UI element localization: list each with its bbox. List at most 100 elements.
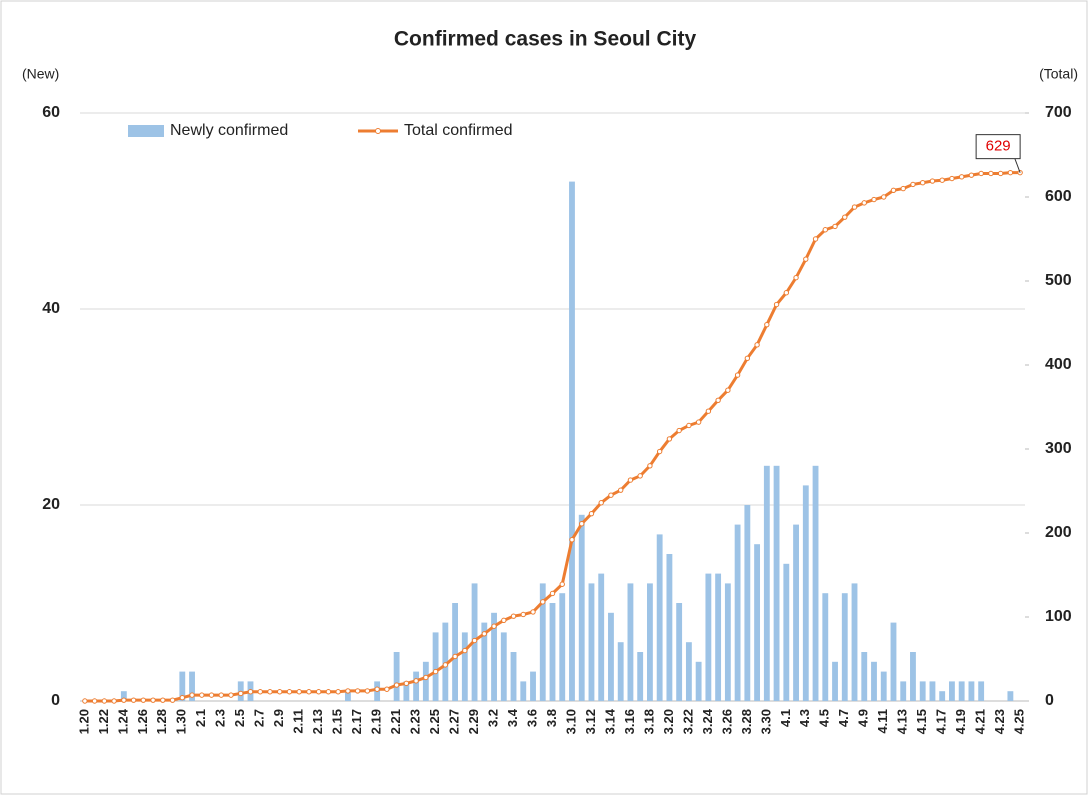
bar — [812, 465, 819, 701]
bar — [481, 622, 488, 701]
line-marker — [413, 678, 419, 684]
line-marker — [871, 196, 877, 203]
bar — [968, 681, 975, 701]
x-tick-label: 3.4 — [505, 708, 520, 727]
line-marker — [530, 609, 536, 615]
line-marker — [111, 698, 117, 704]
x-tick-label: 1.30 — [174, 709, 189, 734]
chart-title: Confirmed cases in Seoul City — [394, 28, 697, 51]
line-marker — [384, 686, 390, 692]
legend-marker — [375, 128, 381, 134]
bar — [608, 612, 614, 701]
x-tick-label: 3.12 — [583, 709, 598, 734]
bar — [871, 661, 877, 701]
bar — [773, 465, 780, 701]
x-tick-label: 4.21 — [973, 709, 988, 734]
line-marker — [910, 181, 916, 188]
y2-tick-label: 500 — [1045, 272, 1072, 289]
line-marker — [832, 223, 838, 230]
line-marker — [491, 623, 497, 629]
line-marker — [82, 698, 88, 704]
x-tick-label: 1.24 — [115, 708, 130, 734]
line-marker — [130, 697, 137, 703]
x-tick-label: 4.25 — [1012, 709, 1027, 734]
x-tick-label: 4.19 — [953, 709, 968, 734]
line-marker — [208, 692, 215, 698]
line-marker — [452, 653, 458, 660]
x-tick-label: 2.9 — [271, 709, 286, 727]
line-marker — [423, 674, 429, 681]
bar — [617, 642, 624, 701]
line-marker — [861, 200, 867, 206]
bar — [422, 661, 429, 701]
bar — [715, 573, 722, 701]
line-marker — [393, 682, 400, 688]
line-marker — [277, 689, 283, 695]
bar — [598, 573, 605, 701]
line-marker — [189, 692, 195, 698]
line-marker — [725, 387, 731, 393]
line-marker — [354, 688, 361, 694]
line-marker — [783, 290, 790, 296]
line-marker — [949, 175, 955, 182]
line-marker — [559, 581, 565, 587]
y-tick-label: 20 — [42, 496, 60, 513]
line-marker — [822, 227, 828, 233]
bar — [929, 681, 936, 701]
x-tick-label: 2.17 — [349, 709, 364, 734]
line-marker — [540, 599, 546, 605]
x-tick-label: 2.1 — [193, 709, 208, 727]
line-marker — [199, 692, 205, 698]
bar — [569, 181, 575, 702]
y-axis-label: (New) — [22, 66, 59, 82]
line-marker — [569, 537, 575, 543]
bar — [822, 593, 829, 701]
line-marker — [968, 172, 975, 178]
bar — [724, 583, 731, 701]
line-marker — [588, 510, 595, 517]
x-tick-label: 2.11 — [291, 709, 306, 734]
line-marker — [374, 686, 380, 692]
y2-tick-label: 400 — [1045, 356, 1072, 373]
line-marker — [325, 689, 332, 695]
line-marker — [315, 689, 322, 695]
line-marker — [997, 170, 1004, 177]
x-tick-label: 4.7 — [836, 709, 851, 727]
x-tick-label: 2.23 — [408, 709, 423, 734]
line-marker — [929, 178, 936, 184]
x-tick-label: 4.13 — [895, 709, 910, 734]
y2-tick-label: 700 — [1045, 104, 1072, 121]
bar — [637, 652, 644, 701]
line-marker — [1007, 169, 1014, 176]
x-tick-label: 3.10 — [563, 709, 578, 734]
bar — [588, 583, 595, 701]
line-marker — [715, 397, 721, 403]
line-marker — [939, 177, 945, 183]
line-marker — [851, 204, 858, 210]
bar — [890, 622, 897, 701]
bar — [851, 583, 858, 701]
line-marker — [481, 631, 488, 637]
line-marker — [666, 436, 673, 442]
line-marker — [169, 697, 176, 703]
y2-axis-label: (Total) — [1039, 66, 1078, 82]
y2-tick-label: 600 — [1045, 188, 1072, 205]
line-marker — [179, 694, 185, 701]
bar — [744, 505, 751, 701]
line-marker — [462, 647, 468, 654]
bar — [978, 681, 985, 701]
x-tick-label: 3.20 — [661, 709, 676, 734]
x-tick-label: 3.16 — [622, 709, 637, 734]
line-marker — [247, 689, 254, 695]
bar — [344, 691, 351, 701]
x-tick-label: 2.5 — [232, 709, 247, 727]
line-marker — [890, 187, 897, 193]
bar — [754, 544, 761, 701]
line-marker — [91, 698, 98, 704]
x-tick-label: 4.3 — [797, 709, 812, 727]
bar — [549, 603, 556, 701]
x-tick-label: 2.27 — [447, 709, 462, 734]
line-marker — [773, 301, 780, 308]
bar — [520, 681, 527, 701]
